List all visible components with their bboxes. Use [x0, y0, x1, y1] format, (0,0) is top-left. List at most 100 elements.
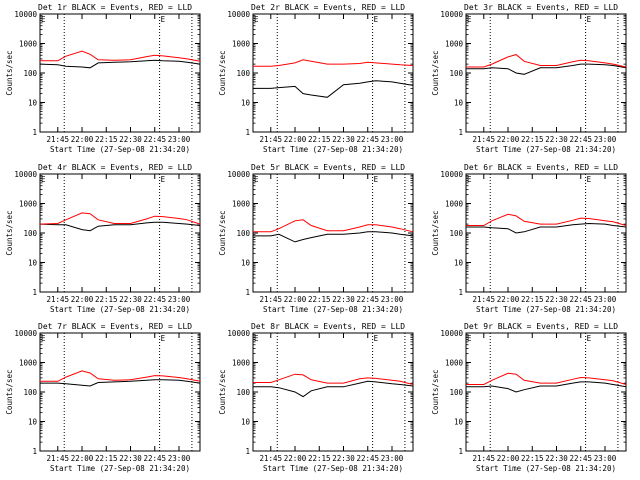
plot-frame: [252, 13, 414, 133]
x-tick-label: 22:15: [308, 295, 331, 304]
series-line-lld: [40, 50, 201, 62]
x-axis-label: Start Time (27-Sep-08 21:34:20): [50, 305, 190, 314]
x-axis-label: Start Time (27-Sep-08 21:34:20): [50, 145, 190, 154]
x-tick-label: 22:00: [284, 454, 307, 463]
y-tick-label: 10: [241, 99, 251, 108]
x-tick-label: 23:00: [594, 454, 617, 463]
y-tick-label: 10: [454, 99, 464, 108]
y-axis-label: Counts/sec: [218, 210, 227, 255]
y-tick-label: 10: [28, 259, 38, 268]
event-flag-glyph: E: [467, 334, 472, 343]
y-tick-label: 10000: [440, 10, 463, 19]
y-tick-label: 1000: [232, 200, 251, 209]
x-axis-label: Start Time (27-Sep-08 21:34:20): [263, 145, 403, 154]
series-line-events: [253, 80, 414, 98]
panel-title: Det 6r BLACK = Events, RED = LLD: [464, 163, 618, 172]
series-line-lld: [253, 373, 414, 385]
x-tick-label: 22:45: [143, 135, 166, 144]
event-flag-glyph: E: [161, 334, 166, 343]
panel-title: Det 7r BLACK = Events, RED = LLD: [38, 322, 192, 331]
plot-frame: [252, 332, 414, 452]
event-flag-glyph: E: [254, 334, 259, 343]
event-flag-glyph: E: [41, 334, 46, 343]
event-flag-glyph: E: [587, 334, 592, 343]
y-tick-label: 10: [454, 418, 464, 427]
y-tick-label: 1000: [19, 359, 38, 368]
panel-det-4: Det 4r BLACK = Events, RED = LLD 1 10 100 10…: [5, 163, 201, 314]
y-tick-label: 10000: [440, 329, 463, 338]
x-tick-label: 22:00: [284, 135, 307, 144]
series-line-events: [39, 221, 201, 232]
x-tick-label: 22:45: [569, 295, 592, 304]
series-line-events: [253, 380, 414, 398]
x-tick-label: 21:45: [46, 295, 69, 304]
event-flag-glyph: E: [467, 15, 472, 24]
y-tick-label: 1000: [232, 40, 251, 49]
y-tick-label: 10: [28, 99, 38, 108]
plot-frame: [39, 13, 201, 133]
event-flag-glyph: E: [161, 15, 166, 24]
x-tick-label: 22:15: [95, 454, 118, 463]
y-tick-label: 1000: [445, 40, 464, 49]
y-tick-label: 1: [245, 288, 250, 297]
x-tick-label: 22:00: [284, 295, 307, 304]
panel-title: Det 2r BLACK = Events, RED = LLD: [251, 3, 405, 12]
x-tick-label: 22:30: [332, 454, 355, 463]
y-tick-label: 1: [245, 447, 250, 456]
panel-title: Det 9r BLACK = Events, RED = LLD: [464, 322, 618, 331]
x-tick-label: 22:00: [71, 454, 94, 463]
x-tick-label: 22:30: [119, 135, 142, 144]
panel-title: Det 8r BLACK = Events, RED = LLD: [251, 322, 405, 331]
x-tick-label: 23:00: [381, 454, 404, 463]
y-axis-label: Counts/sec: [431, 369, 440, 414]
series-line-lld: [40, 370, 201, 382]
series-line-events: [466, 381, 627, 393]
panel-det-5: Det 5r BLACK = Events, RED = LLD 1 10 100 10…: [218, 163, 414, 314]
x-tick-label: 22:15: [95, 135, 118, 144]
x-tick-label: 22:15: [521, 135, 544, 144]
y-axis-label: Counts/sec: [5, 210, 14, 255]
x-tick-label: 22:45: [569, 135, 592, 144]
y-tick-label: 10000: [14, 10, 37, 19]
plot-frame: [39, 173, 201, 293]
event-flag-glyph: E: [587, 15, 592, 24]
x-tick-label: 23:00: [594, 135, 617, 144]
y-tick-label: 100: [23, 69, 37, 78]
series-line-lld: [466, 372, 627, 385]
x-tick-label: 22:30: [545, 454, 568, 463]
series-line-lld: [253, 219, 414, 233]
y-tick-label: 10000: [14, 329, 37, 338]
y-tick-label: 10000: [227, 10, 250, 19]
x-tick-label: 22:15: [521, 295, 544, 304]
y-tick-label: 100: [236, 69, 250, 78]
y-tick-label: 100: [23, 388, 37, 397]
y-tick-label: 10: [28, 418, 38, 427]
y-tick-label: 100: [236, 229, 250, 238]
panel-title: Det 4r BLACK = Events, RED = LLD: [38, 163, 192, 172]
x-tick-label: 22:00: [497, 135, 520, 144]
y-tick-label: 10: [241, 418, 251, 427]
panel-det-2: Det 2r BLACK = Events, RED = LLD 1 10 100 10…: [218, 3, 414, 154]
x-tick-label: 22:45: [143, 454, 166, 463]
y-tick-label: 100: [449, 229, 463, 238]
x-tick-label: 23:00: [168, 135, 191, 144]
y-tick-label: 10000: [227, 329, 250, 338]
y-axis-label: Counts/sec: [5, 369, 14, 414]
y-tick-label: 1: [32, 447, 37, 456]
y-axis-label: Counts/sec: [218, 369, 227, 414]
panel-det-7: Det 7r BLACK = Events, RED = LLD 1 10 100 10…: [5, 322, 201, 473]
y-tick-label: 1000: [445, 359, 464, 368]
series-line-lld: [39, 212, 201, 225]
x-axis-label: Start Time (27-Sep-08 21:34:20): [476, 145, 616, 154]
series-line-events: [253, 231, 414, 243]
y-tick-label: 10: [454, 259, 464, 268]
x-tick-label: 22:15: [308, 454, 331, 463]
x-tick-label: 21:45: [46, 454, 69, 463]
y-tick-label: 1: [245, 128, 250, 137]
panel-det-8: Det 8r BLACK = Events, RED = LLD 1 10 100 10…: [218, 322, 414, 473]
x-tick-label: 22:30: [332, 295, 355, 304]
x-tick-label: 22:30: [119, 454, 142, 463]
event-flag-glyph: E: [587, 175, 592, 184]
series-line-lld: [466, 54, 627, 68]
x-tick-label: 22:30: [545, 135, 568, 144]
